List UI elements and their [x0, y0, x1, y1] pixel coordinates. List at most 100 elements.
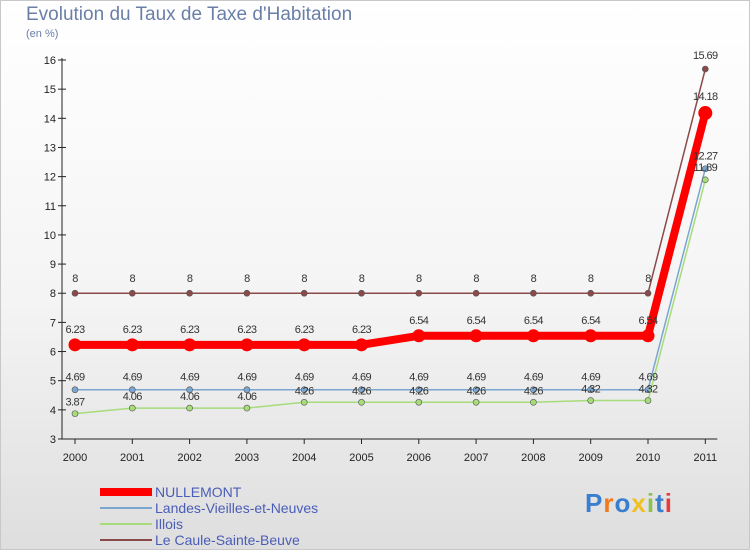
data-point: [186, 404, 193, 412]
data-label: 6.23: [123, 324, 142, 336]
logo-letter: t: [655, 488, 665, 518]
y-tick-label: 9: [50, 259, 56, 271]
data-label: 4.69: [295, 372, 314, 384]
data-label: 4.26: [524, 385, 543, 397]
data-point: [243, 289, 251, 297]
data-label: 15.69: [693, 50, 718, 62]
data-label: 4.26: [352, 385, 371, 397]
data-point: [701, 165, 709, 173]
data-label: 8: [588, 273, 594, 285]
y-tick-label: 12: [44, 172, 56, 184]
data-point: [412, 329, 426, 343]
data-label: 4.32: [581, 384, 600, 396]
data-label: 4.69: [409, 372, 428, 384]
data-point: [701, 176, 709, 184]
logo-letter: x: [631, 488, 647, 518]
y-tick-label: 11: [45, 201, 56, 213]
y-tick-label: 16: [44, 55, 56, 67]
data-point: [129, 404, 136, 412]
x-tick-label: 2008: [521, 452, 545, 464]
data-point: [698, 106, 713, 121]
data-point: [526, 329, 540, 343]
unit-label: (en %): [26, 28, 59, 40]
data-point: [355, 338, 368, 352]
data-point: [300, 386, 308, 394]
data-label: 8: [187, 273, 193, 285]
x-tick-label: 2003: [235, 452, 259, 464]
data-point: [125, 338, 139, 352]
data-point: [300, 398, 308, 406]
data-label: 6.54: [524, 315, 543, 327]
data-label: 4.06: [123, 391, 142, 403]
data-label: 6.23: [295, 324, 314, 336]
data-point: [587, 386, 595, 394]
data-label: 4.69: [352, 372, 371, 384]
series-line-3: [74, 68, 707, 294]
y-tick-label: 10: [44, 230, 56, 242]
chart-title: Evolution du Taux de Taxe d'Habitation: [26, 4, 353, 25]
data-label: 4.06: [237, 391, 256, 403]
data-label: 4.69: [638, 372, 657, 384]
x-tick-label: 2002: [177, 452, 201, 464]
data-label: 3.87: [65, 397, 84, 409]
data-point: [530, 386, 537, 394]
data-point: [358, 386, 365, 394]
data-point: [358, 289, 365, 297]
data-point: [183, 338, 197, 352]
data-point: [71, 289, 79, 297]
data-point: [186, 289, 193, 297]
legend-label: NULLEMONT: [155, 484, 242, 500]
data-label: 4.26: [295, 385, 314, 397]
data-point: [415, 386, 423, 394]
legend-swatch: [100, 507, 152, 509]
data-point: [530, 289, 537, 297]
data-label: 8: [359, 273, 365, 285]
y-tick-label: 8: [50, 288, 56, 300]
data-point: [415, 398, 423, 406]
data-label: 4.69: [65, 372, 84, 384]
data-label: 4.69: [581, 372, 600, 384]
y-tick-label: 4: [50, 405, 56, 417]
data-label: 8: [416, 273, 422, 285]
data-point: [300, 289, 308, 297]
data-point: [129, 386, 136, 394]
data-point: [186, 386, 193, 394]
data-point: [240, 338, 254, 352]
data-label: 4.32: [638, 384, 657, 396]
y-tick-label: 15: [44, 84, 56, 96]
logo-letter: o: [614, 488, 632, 518]
data-label: 8: [531, 273, 537, 285]
data-label: 4.26: [467, 385, 486, 397]
legend-swatch: [100, 539, 152, 541]
x-tick-label: 2011: [693, 452, 717, 464]
x-tick-label: 2001: [120, 452, 144, 464]
data-label: 6.23: [180, 324, 199, 336]
logo-letter: i: [646, 488, 656, 518]
series-line-1: [74, 167, 707, 391]
data-label: 8: [72, 273, 78, 285]
data-label: 6.54: [409, 315, 428, 327]
data-label: 6.23: [352, 324, 371, 336]
data-point: [587, 397, 595, 404]
data-label: 8: [244, 273, 250, 285]
data-point: [472, 398, 480, 406]
data-point: [297, 338, 311, 352]
data-point: [71, 386, 79, 394]
data-point: [243, 386, 251, 394]
data-point: [641, 329, 655, 343]
data-label: 8: [473, 273, 479, 285]
data-label: 6.23: [65, 324, 84, 336]
data-label: 6.54: [467, 315, 486, 327]
data-point: [415, 289, 423, 297]
legend-label: Le Caule-Sainte-Beuve: [155, 532, 300, 548]
data-label: 4.26: [409, 385, 428, 397]
data-label: 4.69: [467, 372, 486, 384]
logo-letter: P: [585, 488, 604, 518]
data-label: 4.69: [180, 372, 199, 384]
data-label: 12.27: [693, 151, 718, 163]
legend-label: Landes-Vieilles-et-Neuves: [155, 500, 319, 516]
logo-letter: r: [603, 488, 615, 518]
data-point: [472, 386, 480, 394]
